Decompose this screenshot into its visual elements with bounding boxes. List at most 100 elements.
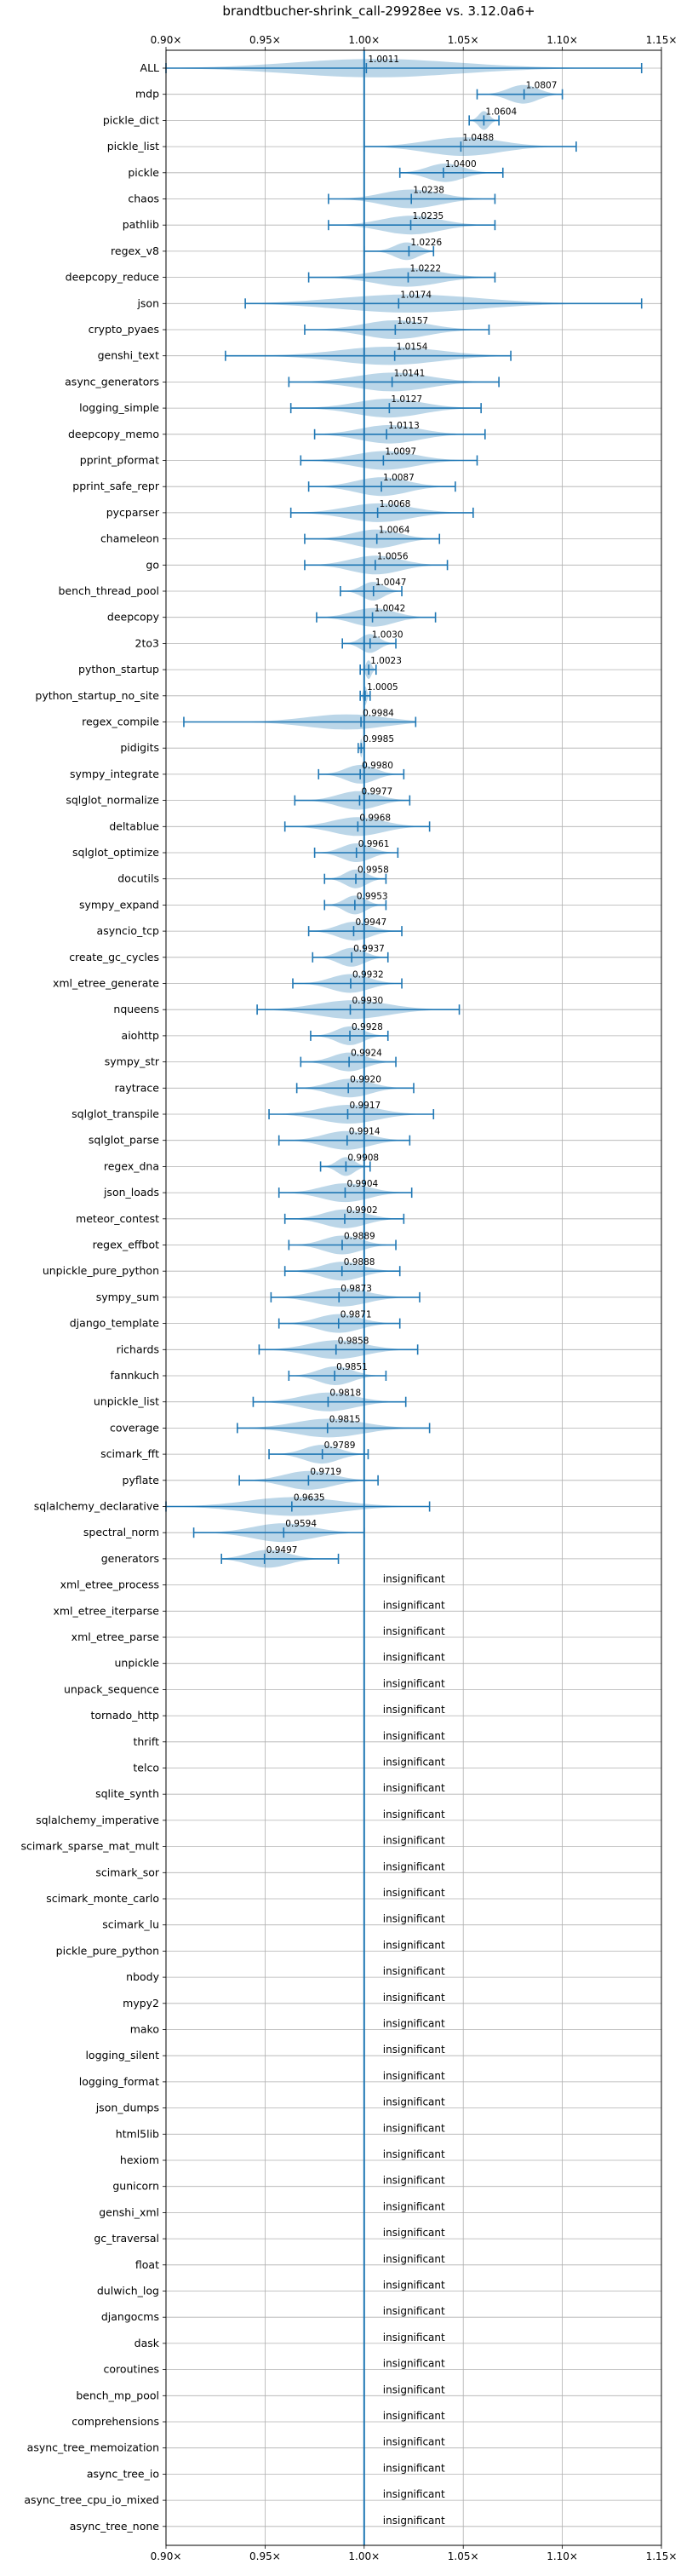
x-tick-label-bottom: 1.05× [448, 2550, 479, 2562]
insignificant-label: insignificant [383, 1782, 445, 1794]
x-tick-label-bottom: 1.15× [646, 2550, 678, 2562]
benchmark-label: xml_etree_generate [53, 977, 159, 990]
value-label: 0.9968 [359, 813, 391, 823]
benchmark-label: django_template [70, 1317, 160, 1330]
x-tick-label-bottom: 0.90× [151, 2550, 182, 2562]
benchmark-label: regex_effbot [93, 1239, 159, 1251]
insignificant-label: insignificant [383, 2227, 445, 2239]
benchmark-label: logging_silent [85, 2049, 159, 2061]
benchmark-label: sqlglot_normalize [66, 794, 159, 807]
value-label: 1.0023 [370, 656, 402, 666]
benchmark-label: create_gc_cycles [69, 951, 159, 963]
insignificant-label: insignificant [383, 1599, 445, 1611]
value-label: 1.0068 [380, 499, 411, 509]
benchmark-label: raytrace [115, 1081, 160, 1094]
benchmark-label: scimark_sor [95, 1866, 159, 1878]
insignificant-label: insignificant [383, 2280, 445, 2291]
insignificant-label: insignificant [383, 2070, 445, 2082]
value-label: 0.9871 [340, 1310, 372, 1320]
benchmark-label: spectral_norm [83, 1526, 159, 1538]
value-label: 0.9947 [355, 917, 386, 928]
insignificant-label: insignificant [383, 2018, 445, 2030]
value-label: 1.0113 [388, 421, 420, 431]
insignificant-label: insignificant [383, 1939, 445, 1951]
benchmark-label: pyflate [123, 1474, 160, 1486]
insignificant-label: insignificant [383, 1835, 445, 1847]
benchmark-label: sqlglot_parse [89, 1134, 159, 1147]
benchmark-label: nbody [126, 1970, 159, 1983]
benchmark-label: regex_v8 [111, 244, 159, 257]
benchmark-label: coroutines [104, 2363, 159, 2376]
value-label: 1.0011 [368, 55, 399, 65]
benchmark-label: float [135, 2258, 159, 2271]
benchmark-label: unpack_sequence [64, 1682, 159, 1695]
value-label: 0.9920 [350, 1074, 381, 1084]
chart-title: brandtbucher-shrink_call-29928ee vs. 3.1… [222, 3, 535, 20]
insignificant-label: insignificant [383, 1573, 445, 1585]
value-label: 1.0005 [367, 682, 398, 693]
x-tick-label-top: 1.00× [348, 34, 380, 46]
value-label: 1.0238 [413, 186, 444, 196]
insignificant-label: insignificant [383, 1808, 445, 1820]
value-label: 1.0042 [375, 604, 406, 614]
value-label: 0.9888 [344, 1257, 375, 1268]
insignificant-label: insignificant [383, 1992, 445, 2004]
value-label: 1.0127 [391, 394, 422, 405]
benchmark-label: pickle_list [107, 140, 159, 152]
benchmark-label: deltablue [109, 819, 159, 832]
benchmark-label: richards [117, 1343, 159, 1355]
benchmark-label: gunicorn [112, 2180, 159, 2193]
benchmark-label: sqlalchemy_imperative [36, 1814, 159, 1826]
value-label: 0.9984 [363, 709, 394, 719]
value-label: 1.0174 [400, 290, 432, 300]
benchmark-label: bench_mp_pool [76, 2389, 159, 2401]
benchmark-label: sqlglot_optimize [72, 846, 159, 859]
insignificant-label: insignificant [383, 2175, 445, 2187]
benchmark-label: logging_format [79, 2075, 159, 2088]
value-label: 1.0235 [413, 211, 444, 221]
value-label: 1.0226 [410, 238, 442, 248]
value-label: 0.9961 [358, 839, 390, 849]
benchmark-label: djangocms [101, 2310, 159, 2323]
benchmark-label: gc_traversal [94, 2232, 159, 2245]
x-tick-label-bottom: 0.95× [249, 2550, 281, 2562]
benchmark-label: genshi_text [98, 349, 159, 362]
insignificant-label: insignificant [383, 1887, 445, 1899]
benchmark-label: mypy2 [123, 1997, 159, 2010]
benchmark-label: sympy_sum [96, 1291, 159, 1303]
benchmark-label: json [136, 296, 159, 309]
value-label: 0.9851 [336, 1362, 368, 1372]
benchmark-label: sqlalchemy_declarative [34, 1500, 160, 1513]
value-label: 0.9924 [351, 1049, 382, 1059]
benchmark-label: pprint_pformat [80, 454, 159, 467]
benchmark-label: asyncio_tcp [97, 924, 160, 937]
benchmark-label: async_tree_io [87, 2467, 159, 2480]
benchmark-label: go [146, 558, 159, 571]
insignificant-label: insignificant [383, 1652, 445, 1664]
benchmark-label: genshi_xml [99, 2205, 159, 2218]
benchmark-label: json_dumps [95, 2102, 159, 2114]
value-label: 0.9977 [361, 787, 392, 797]
benchmark-label: thrift [133, 1735, 159, 1748]
x-tick-label-top: 1.15× [646, 34, 678, 46]
value-label: 0.9917 [349, 1101, 381, 1111]
benchmark-label: coverage [110, 1421, 159, 1434]
benchmark-label: ALL [140, 61, 160, 74]
value-label: 1.0154 [397, 342, 428, 353]
benchmark-label: chaos [128, 193, 159, 205]
benchmark-label: xml_etree_process [60, 1578, 159, 1591]
value-label: 1.0222 [409, 264, 441, 274]
benchmark-label: async_tree_none [70, 2520, 160, 2533]
violins [165, 50, 643, 2545]
benchmark-label: pycparser [106, 506, 160, 519]
benchmark-label: meteor_contest [76, 1212, 159, 1225]
value-label: 1.0087 [383, 473, 415, 483]
benchmark-label: python_startup [78, 663, 159, 676]
value-label: 0.9902 [346, 1205, 378, 1216]
x-tick-label-top: 0.90× [151, 34, 182, 46]
value-label: 1.0488 [462, 133, 494, 143]
benchmark-label: telco [133, 1762, 159, 1774]
benchmark-label: mdp [135, 88, 159, 101]
value-label: 0.9980 [362, 761, 393, 771]
